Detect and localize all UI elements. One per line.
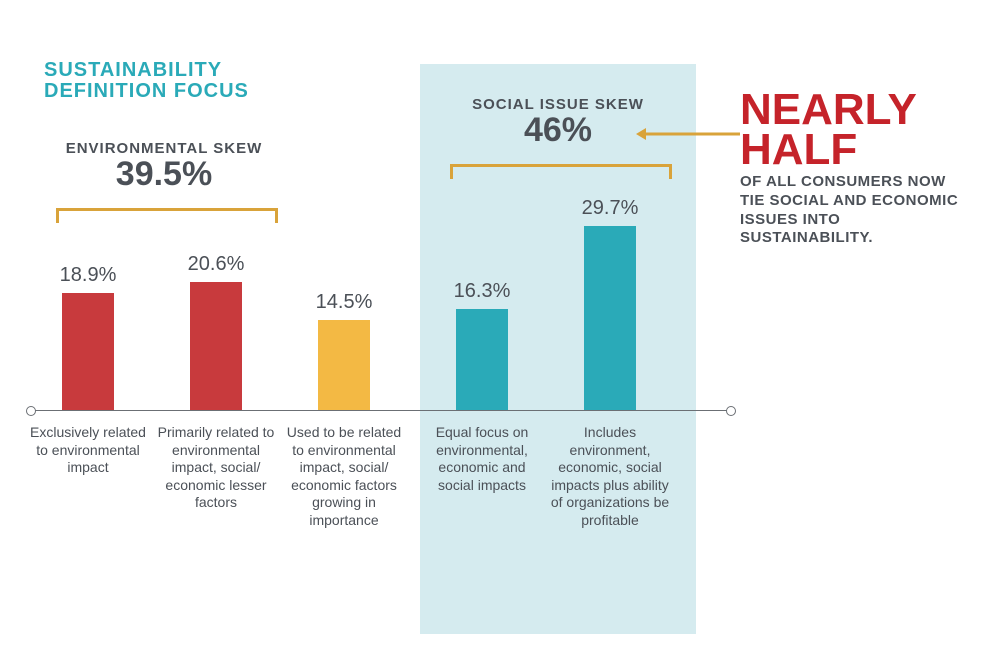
axis-endpoint-right [726,406,736,416]
bar-category-1: Primarily related to environmental impac… [156,424,276,512]
callout-big-2: HALF [740,130,975,170]
bar-value-4: 29.7% [550,197,670,220]
bar-0 [62,293,114,410]
bar-col-0: 18.9% Exclusively related to environment… [28,0,148,410]
bar-col-1: 20.6% Primarily related to environmental… [156,0,276,410]
bar-col-2: 14.5% Used to be related to environmenta… [284,0,404,410]
bar-value-3: 16.3% [422,280,542,303]
bar-category-0: Exclusively related to environmental imp… [28,424,148,477]
bar-category-4: Includes environment, economic, social i… [550,424,670,529]
bar-value-1: 20.6% [156,253,276,276]
bar-4 [584,226,636,410]
bar-col-4: 29.7% Includes environment, economic, so… [550,0,670,410]
callout-body: OF ALL CONSUMERS NOW TIE SOCIAL AND ECON… [740,173,975,248]
bar-col-3: 16.3% Equal focus on environmental, econ… [422,0,542,410]
callout-arrow [636,124,740,144]
bar-3 [456,309,508,410]
x-axis [30,410,732,411]
bar-category-2: Used to be related to environmental impa… [284,424,404,529]
bar-value-2: 14.5% [284,291,404,314]
bar-1 [190,282,242,410]
infographic-stage: SUSTAINABILITY DEFINITION FOCUS ENVIRONM… [0,0,1001,667]
callout: NEARLY HALF OF ALL CONSUMERS NOW TIE SOC… [740,90,975,248]
bar-category-3: Equal focus on environmental, economic a… [422,424,542,494]
bar-value-0: 18.9% [28,264,148,287]
bar-2 [318,320,370,410]
callout-big-1: NEARLY [740,90,975,130]
